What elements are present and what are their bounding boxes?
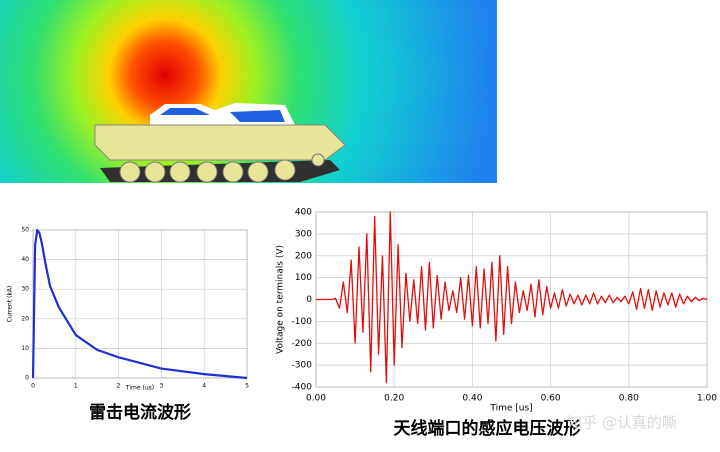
- y-tick-label: -100: [292, 317, 313, 327]
- y-tick-label: 100: [295, 273, 312, 283]
- data-line: [31, 228, 248, 380]
- x-tick-label: 1.00: [697, 394, 717, 404]
- y-tick-label: 0: [306, 295, 312, 305]
- x-tick-label: 4: [202, 383, 206, 390]
- y-tick-label: 200: [295, 251, 312, 261]
- y-axis-label: Current (kA): [7, 286, 14, 323]
- y-tick-label: 300: [295, 229, 312, 239]
- y-tick-label: 30: [21, 286, 29, 293]
- y-tick-label: 50: [21, 227, 29, 234]
- x-tick-label: 2: [117, 383, 121, 390]
- watermark: 知乎 @认真的嘶: [567, 414, 677, 432]
- y-axis-label: Voltage on terminals (V): [276, 245, 286, 354]
- plot-area: [32, 229, 248, 379]
- x-tick-label: 3: [159, 383, 163, 390]
- caption: 天线端口的感应电压波形: [394, 418, 581, 439]
- x-tick-label: 1: [74, 383, 78, 390]
- y-tick-label: -200: [292, 339, 313, 349]
- x-axis-label: Time [us]: [489, 404, 532, 414]
- y-tick-label: -400: [292, 383, 313, 393]
- x-tick-label: 5: [245, 383, 249, 390]
- x-tick-label: 0.40: [462, 394, 482, 404]
- x-tick-label: 0.60: [541, 394, 561, 404]
- x-tick-label: 0: [31, 383, 35, 390]
- y-tick-label: 10: [21, 345, 29, 352]
- x-tick-label: 0.00: [306, 394, 326, 404]
- caption: 雷击电流波形: [89, 402, 191, 423]
- y-tick-label: 20: [21, 315, 29, 322]
- field-simulation: [0, 0, 497, 183]
- data-line: [316, 211, 708, 384]
- x-axis-label: Time (us): [125, 385, 154, 392]
- y-tick-label: -300: [292, 361, 313, 371]
- y-tick-label: 0: [25, 375, 29, 382]
- x-tick-label: 0.80: [619, 394, 639, 404]
- x-tick-label: 0.20: [384, 394, 404, 404]
- y-tick-label: 400: [295, 208, 312, 218]
- y-tick-label: 40: [21, 256, 29, 263]
